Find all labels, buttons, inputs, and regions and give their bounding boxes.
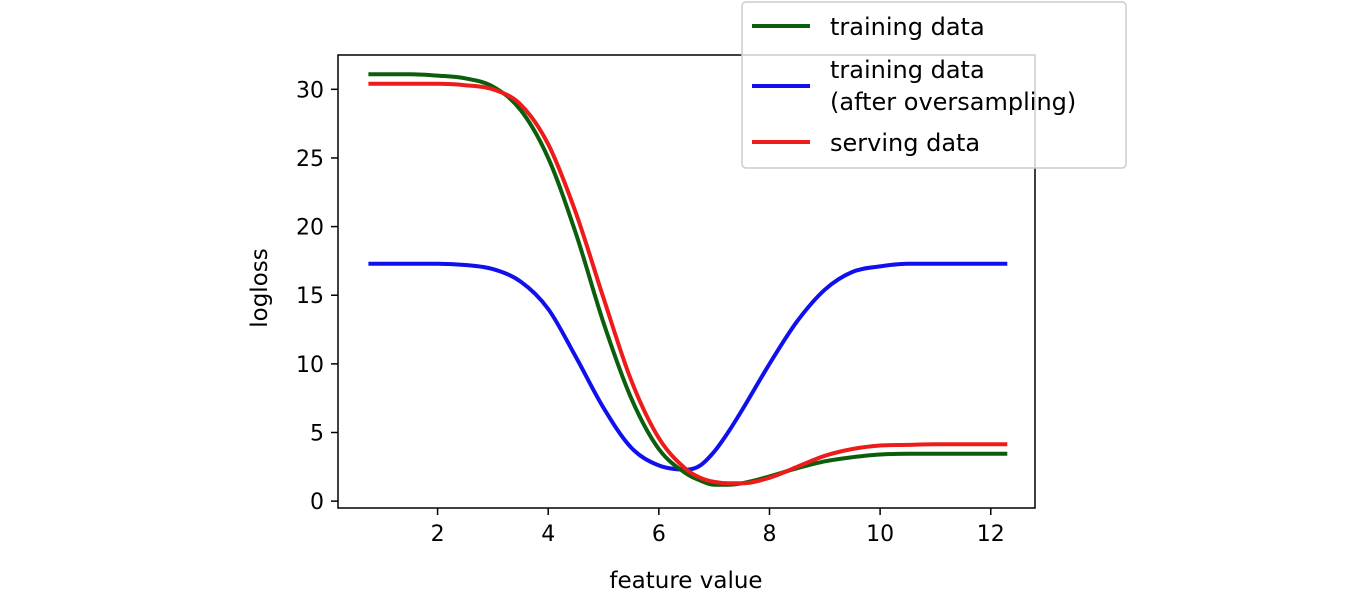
y-tick-label: 10 — [296, 353, 324, 378]
x-tick-label: 8 — [762, 522, 776, 547]
x-tick-label: 2 — [431, 522, 445, 547]
x-tick-label: 4 — [541, 522, 555, 547]
plot-area — [337, 54, 1036, 509]
y-tick-label: 15 — [296, 284, 324, 309]
series-line-3 — [368, 81, 1008, 486]
legend: training data training data (after oversam… — [741, 1, 1127, 169]
y-tick-label: 20 — [296, 216, 324, 241]
y-tick-label: 25 — [296, 147, 324, 172]
x-tick-label: 6 — [652, 522, 666, 547]
y-tick-label: 30 — [296, 78, 324, 103]
x-tick-label: 10 — [866, 522, 894, 547]
x-axis-label: feature value — [609, 568, 762, 593]
y-axis-label: logloss — [247, 248, 273, 328]
legend-label: serving data — [830, 129, 980, 157]
plot-frame — [337, 54, 1036, 509]
y-tick-label: 0 — [310, 490, 324, 515]
series-line-1 — [368, 72, 1008, 487]
series-line-2 — [368, 261, 1008, 472]
legend-label: training data (after oversampling) — [830, 56, 1076, 116]
y-tick-label: 5 — [310, 422, 324, 447]
x-axis: 2 4 6 8 10 12 — [431, 508, 1005, 547]
legend-label: training data — [830, 13, 985, 41]
legend-box — [741, 1, 1127, 169]
x-tick-label: 12 — [977, 522, 1005, 547]
y-axis: 0 5 10 15 20 25 30 — [296, 78, 338, 515]
